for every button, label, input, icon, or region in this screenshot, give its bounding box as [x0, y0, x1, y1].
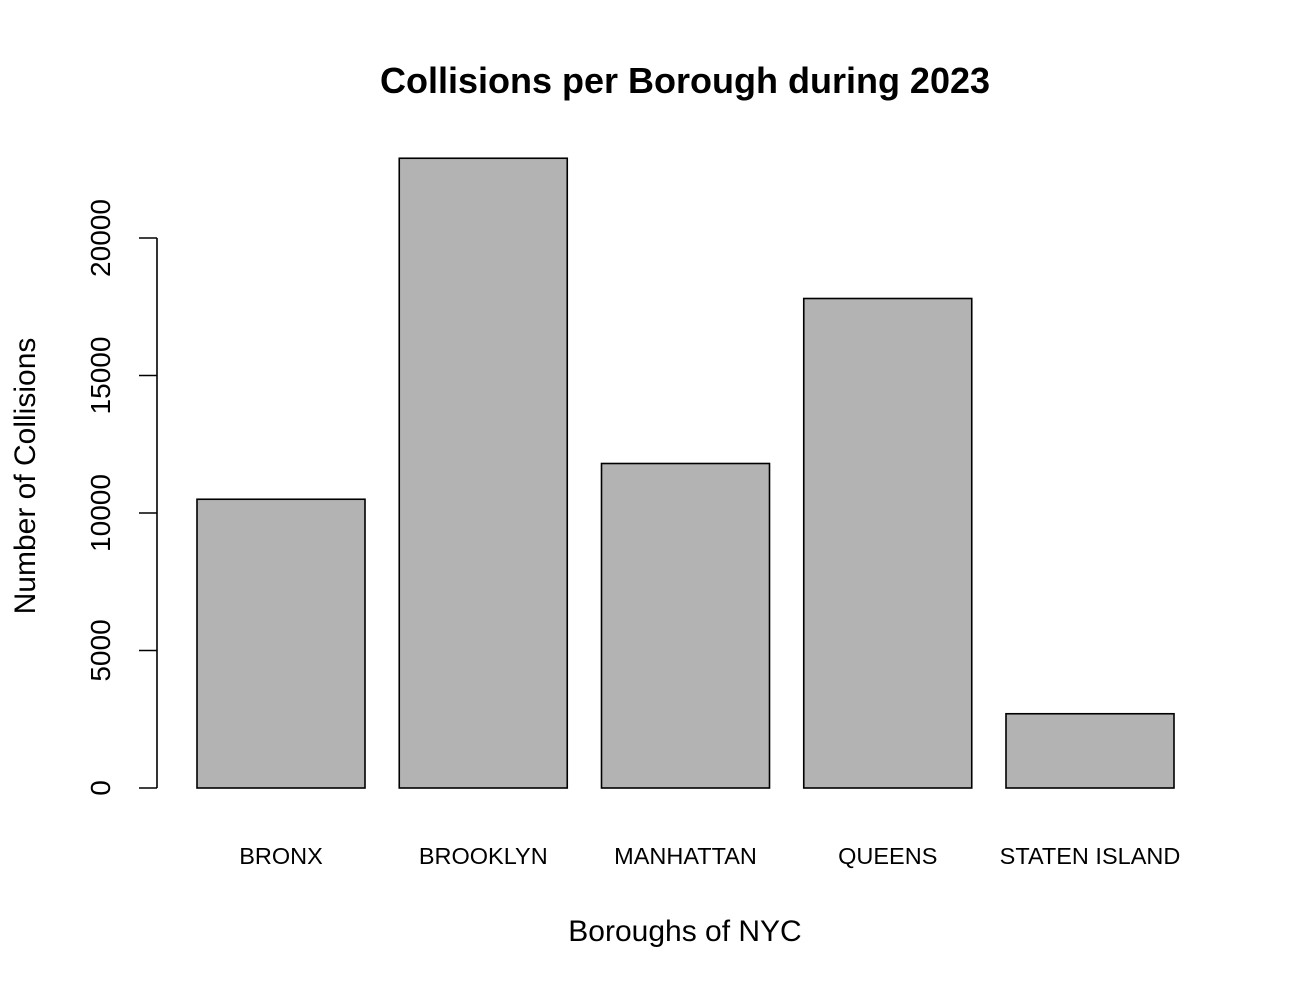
x-tick-label: STATEN ISLAND	[1000, 843, 1181, 869]
x-tick-label: QUEENS	[838, 843, 937, 869]
x-tick-label: BRONX	[239, 843, 323, 869]
x-axis-label: Boroughs of NYC	[568, 915, 801, 948]
x-tick-label: BROOKLYN	[419, 843, 548, 869]
y-axis: 0 5000 10000 15000 20000	[85, 199, 158, 796]
bars-group	[196, 157, 1175, 789]
y-tick-label: 5000	[85, 619, 116, 681]
chart-title: Collisions per Borough during 2023	[380, 60, 990, 101]
y-tick-label: 0	[85, 780, 116, 796]
bar	[600, 462, 771, 789]
bar	[196, 498, 366, 789]
y-axis-label: Number of Collisions	[9, 338, 42, 615]
bar	[1005, 712, 1175, 789]
y-tick-label: 10000	[85, 474, 116, 552]
x-tick-label: MANHATTAN	[614, 843, 757, 869]
y-tick-label: 15000	[85, 337, 116, 415]
y-tick-label: 20000	[85, 199, 116, 277]
bar	[802, 297, 973, 789]
x-tick-labels: BRONX BROOKLYN MANHATTAN QUEENS STATEN ISLAN…	[239, 843, 1180, 869]
bar	[398, 157, 569, 789]
